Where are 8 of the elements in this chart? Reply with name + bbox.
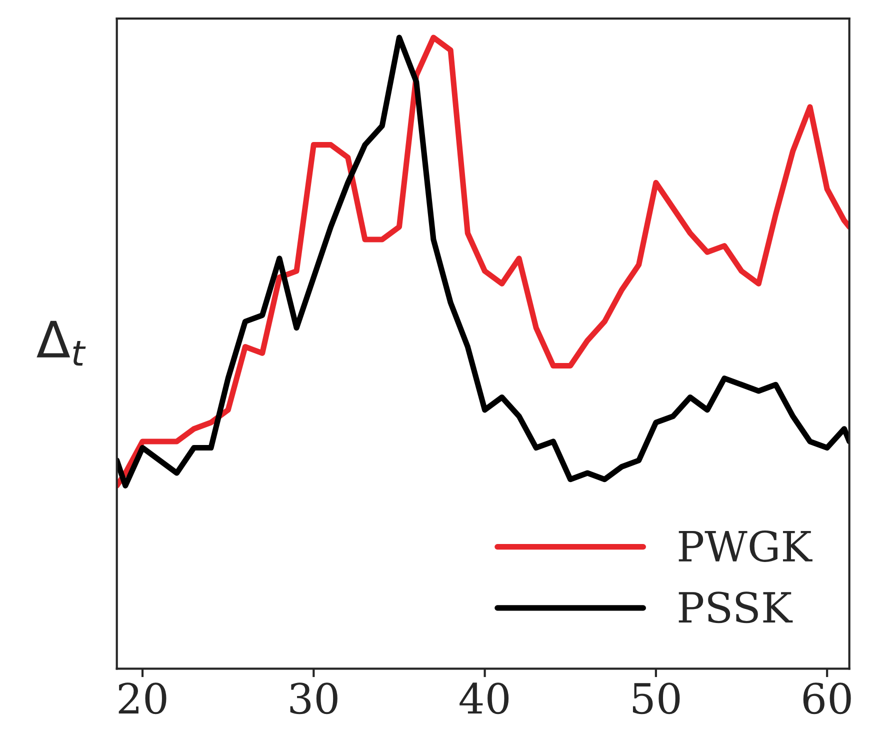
x-tick-label: 30 xyxy=(290,682,338,714)
x-tick-label: 40 xyxy=(460,682,509,714)
x-tick-label: 20 xyxy=(118,682,166,714)
x-tick-label: 50 xyxy=(632,682,680,714)
y-axis-title: Δ$_{t}$ xyxy=(36,320,86,366)
x-tick-label: 60 xyxy=(803,682,851,714)
legend-label: PSSK xyxy=(678,592,793,624)
legend-label: PWGK xyxy=(678,530,812,562)
